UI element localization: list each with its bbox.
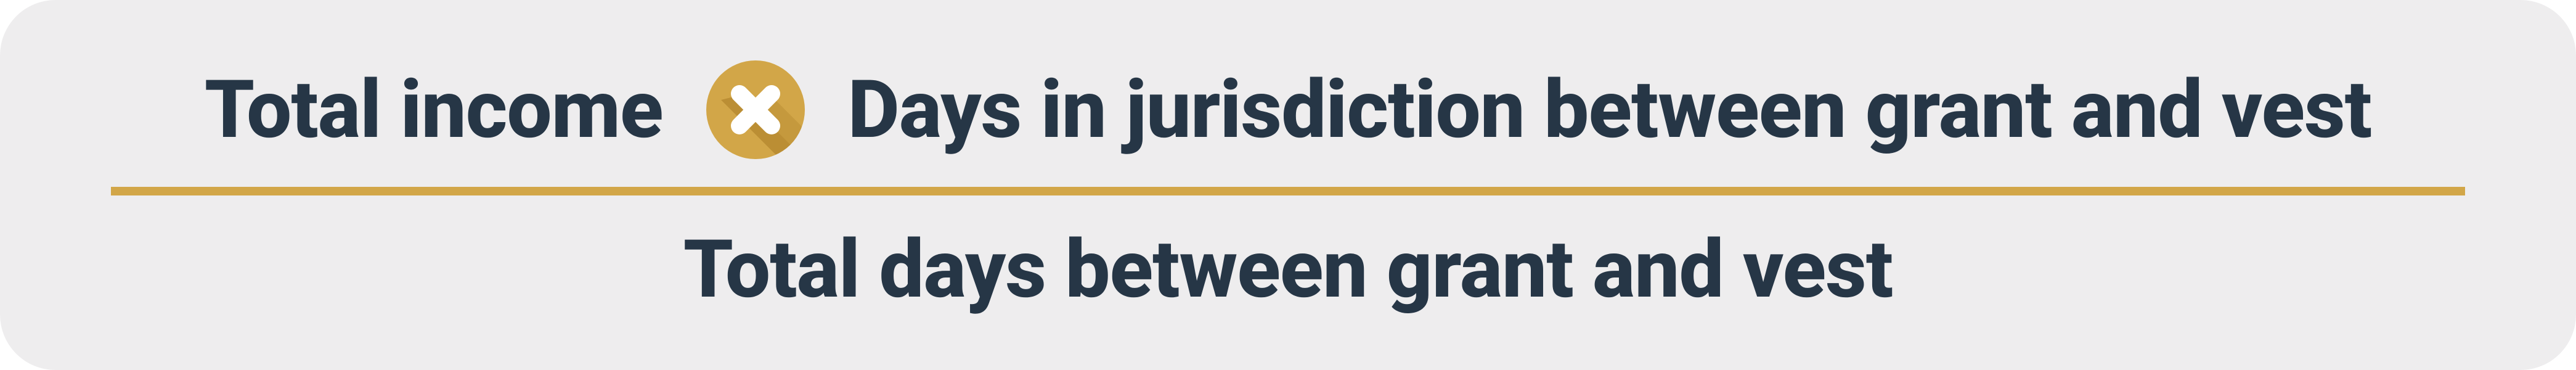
fraction-divider bbox=[111, 187, 2465, 195]
denominator-term: Total days between grant and vest bbox=[683, 229, 1893, 310]
numerator-left-term: Total income bbox=[205, 70, 663, 150]
formula-denominator: Total days between grant and vest bbox=[683, 229, 1893, 310]
numerator-right-term: Days in jurisdiction between grant and v… bbox=[848, 70, 2372, 150]
multiply-icon bbox=[706, 60, 805, 159]
formula-card: Total income Days in jurisdiction betwee… bbox=[0, 0, 2576, 370]
formula-numerator: Total income Days in jurisdiction betwee… bbox=[205, 60, 2371, 159]
